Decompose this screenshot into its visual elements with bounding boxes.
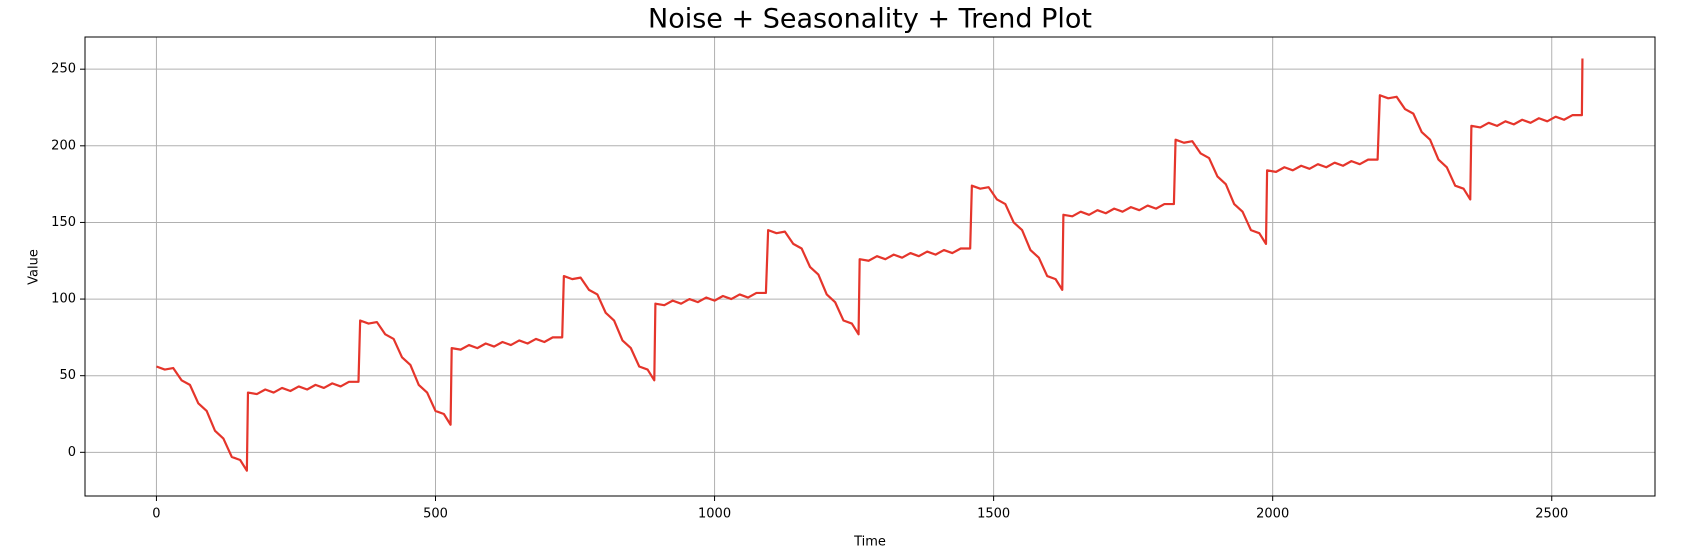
x-tick-label: 1500	[977, 507, 1010, 522]
data-line	[156, 58, 1584, 472]
x-tick-label: 2500	[1535, 507, 1568, 522]
chart-title: Noise + Seasonality + Trend Plot	[648, 4, 1092, 35]
y-tick-label: 250	[51, 62, 76, 77]
y-tick-label: 150	[51, 215, 76, 230]
y-tick-label: 100	[51, 292, 76, 307]
plot-frame	[84, 36, 1656, 497]
x-tick-label: 2000	[1256, 507, 1289, 522]
x-tick-label: 0	[152, 507, 160, 522]
x-tick-label: 500	[423, 507, 448, 522]
x-tick-label: 1000	[698, 507, 731, 522]
y-tick-label: 50	[59, 368, 76, 383]
y-tick-label: 200	[51, 138, 76, 153]
y-axis-label: Value	[27, 249, 42, 285]
x-axis-label: Time	[853, 535, 886, 550]
y-tick-label: 0	[68, 445, 76, 460]
